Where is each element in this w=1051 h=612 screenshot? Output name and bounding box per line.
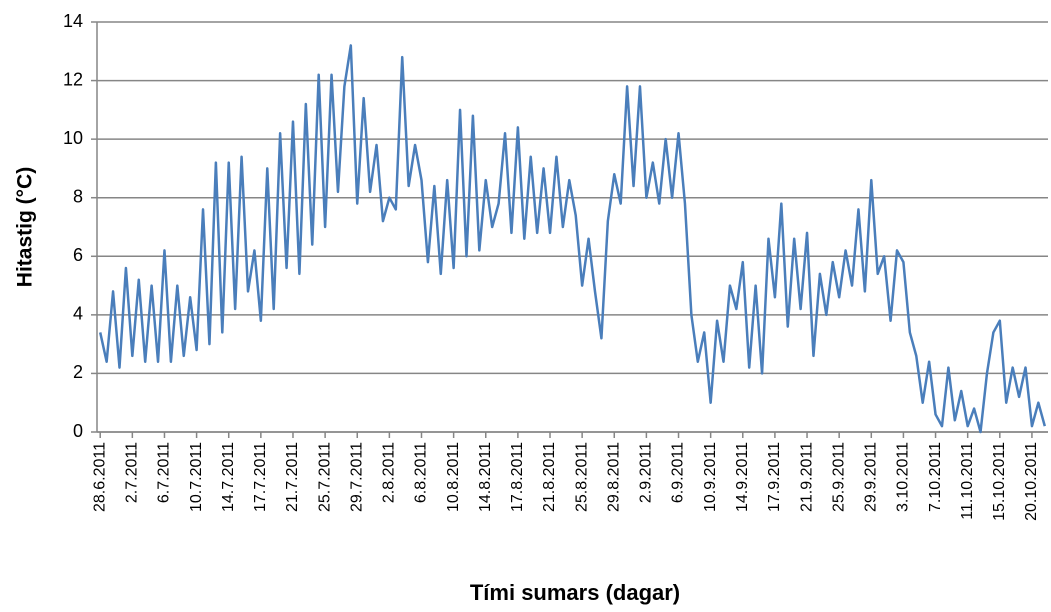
y-tick-label: 10 <box>63 128 83 148</box>
x-tick-label: 10.8.2011 <box>445 442 462 512</box>
x-tick-label: 7.10.2011 <box>927 442 944 512</box>
x-tick-label: 20.10.2011 <box>1023 442 1040 521</box>
y-tick-label: 14 <box>63 11 83 31</box>
x-tick-label: 21.8.2011 <box>541 442 558 512</box>
x-tick-label: 10.7.2011 <box>188 442 205 512</box>
x-tick-label: 29.7.2011 <box>348 442 365 512</box>
x-tick-label: 29.8.2011 <box>605 442 622 512</box>
x-tick-label: 15.10.2011 <box>991 442 1008 521</box>
x-axis-title: Tími sumars (dagar) <box>470 580 680 605</box>
x-tick-label: 6.9.2011 <box>670 442 687 503</box>
x-tick-label: 10.9.2011 <box>702 442 719 512</box>
x-tick-label: 2.9.2011 <box>638 442 655 503</box>
y-tick-label: 0 <box>73 421 83 441</box>
x-tick-label: 6.7.2011 <box>156 442 173 503</box>
y-tick-label: 8 <box>73 186 83 206</box>
x-tick-label: 17.8.2011 <box>509 442 526 512</box>
data-line <box>98 44 1046 434</box>
y-tick-label: 4 <box>73 304 83 324</box>
x-tick-label: 6.8.2011 <box>413 442 430 503</box>
x-tick-label: 25.7.2011 <box>316 442 333 512</box>
y-tick-label: 6 <box>73 245 83 265</box>
x-tick-label: 3.10.2011 <box>895 442 912 512</box>
x-tick-label: 21.7.2011 <box>284 442 301 512</box>
x-tick-label: 14.8.2011 <box>477 442 494 512</box>
x-tick-label: 2.7.2011 <box>124 442 141 503</box>
y-tick-label: 12 <box>63 69 83 89</box>
x-tick-label: 25.8.2011 <box>573 442 590 512</box>
x-tick-label: 28.6.2011 <box>91 442 108 512</box>
x-tick-label: 11.10.2011 <box>959 442 976 520</box>
x-tick-label: 14.9.2011 <box>734 442 751 512</box>
y-tick-label: 2 <box>73 362 83 382</box>
x-tick-label: 2.8.2011 <box>381 442 398 503</box>
x-tick-label: 17.7.2011 <box>252 442 269 512</box>
x-tick-label: 14.7.2011 <box>220 442 237 512</box>
x-tick-label: 29.9.2011 <box>863 442 880 512</box>
x-tick-label: 21.9.2011 <box>798 442 815 512</box>
x-tick-label: 17.9.2011 <box>766 442 783 512</box>
x-tick-label: 25.9.2011 <box>830 442 847 512</box>
y-axis-title: Hitastig (°C) <box>14 167 37 287</box>
